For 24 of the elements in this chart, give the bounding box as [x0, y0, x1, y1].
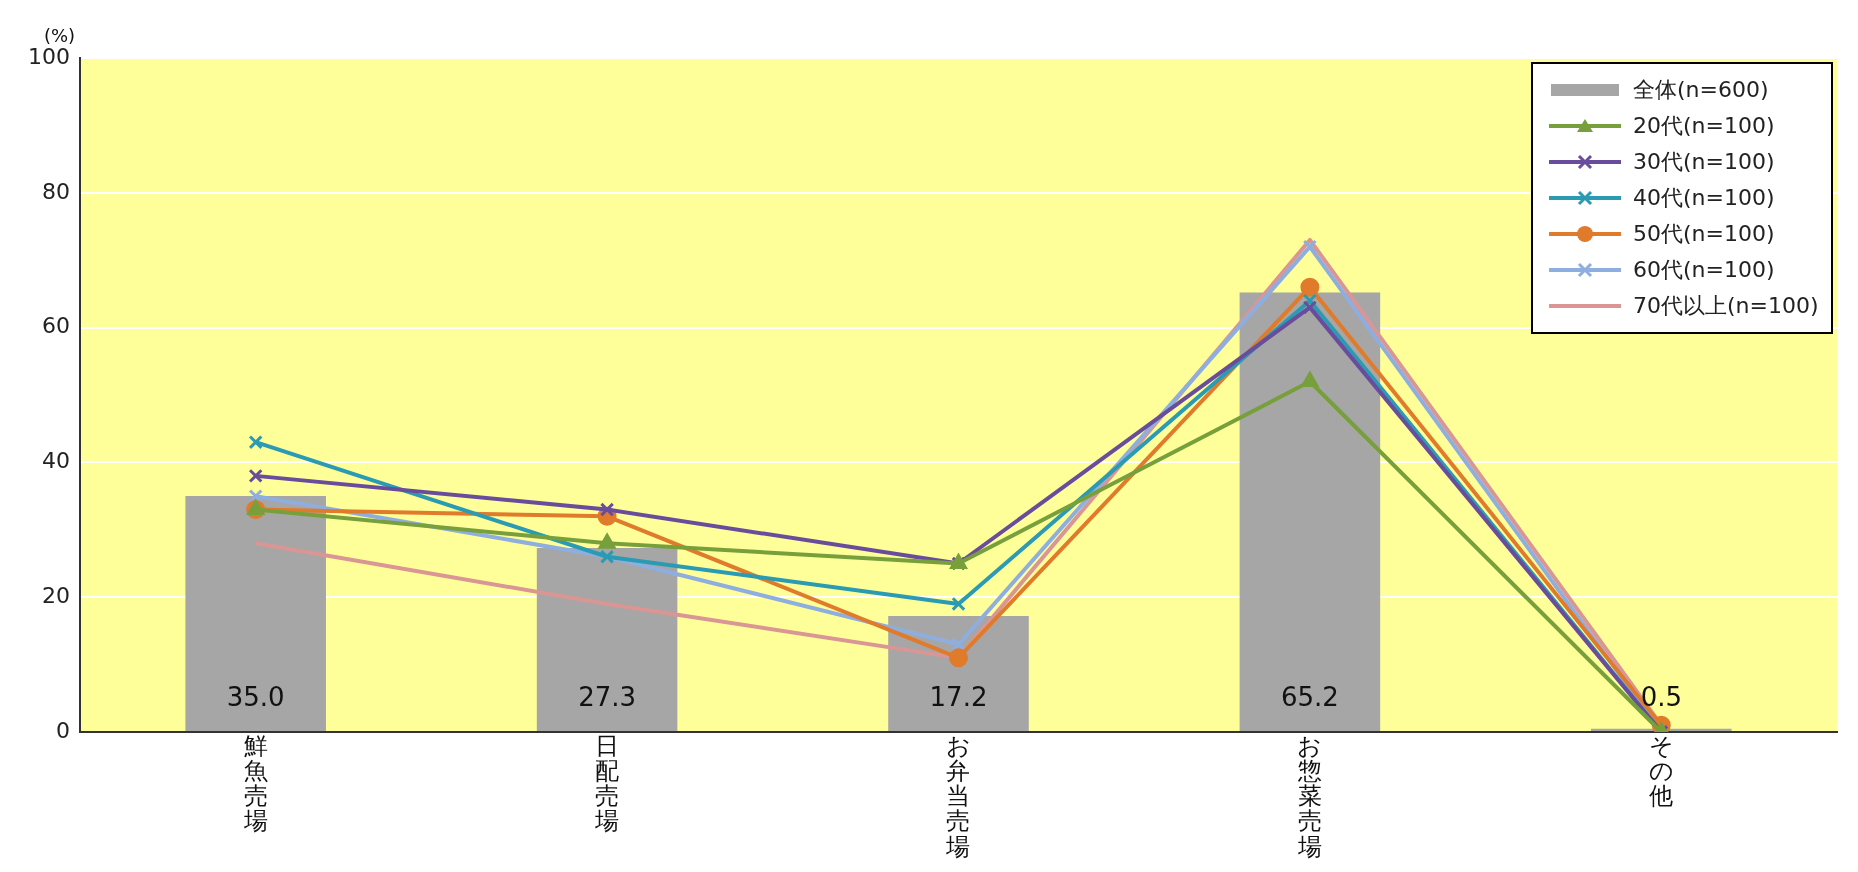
data-label: 17.2 [929, 681, 988, 712]
data-label: 65.2 [1280, 681, 1339, 712]
data-label: 27.3 [578, 681, 637, 712]
x-tick-label: その他 [1648, 731, 1674, 811]
legend-label: 全体(n=600) [1633, 76, 1769, 104]
y-tick-label: 0 [55, 717, 70, 743]
legend-label: 70代以上(n=100) [1633, 292, 1819, 320]
legend-label: 40代(n=100) [1633, 184, 1775, 212]
y-tick-label: 40 [41, 448, 70, 474]
x-tick-label: お惣菜売場 [1296, 731, 1323, 861]
x-tick-label: お弁当売場 [945, 731, 971, 861]
y-tick-label: 60 [41, 313, 70, 339]
y-tick-label: 80 [41, 178, 70, 204]
legend-label: 20代(n=100) [1633, 112, 1775, 140]
y-tick-label: 20 [41, 582, 70, 608]
data-label: 35.0 [226, 681, 285, 712]
data-label: 0.5 [1640, 682, 1682, 713]
legend-label: 30代(n=100) [1633, 148, 1775, 176]
legend-label: 60代(n=100) [1633, 256, 1775, 284]
y-axis-title: (%) [43, 24, 76, 46]
x-tick-label: 鮮魚売場 [242, 731, 268, 836]
legend-label: 50代(n=100) [1633, 220, 1775, 248]
y-tick-label: 100 [27, 43, 70, 69]
x-tick-label: 日配売場 [594, 731, 620, 836]
